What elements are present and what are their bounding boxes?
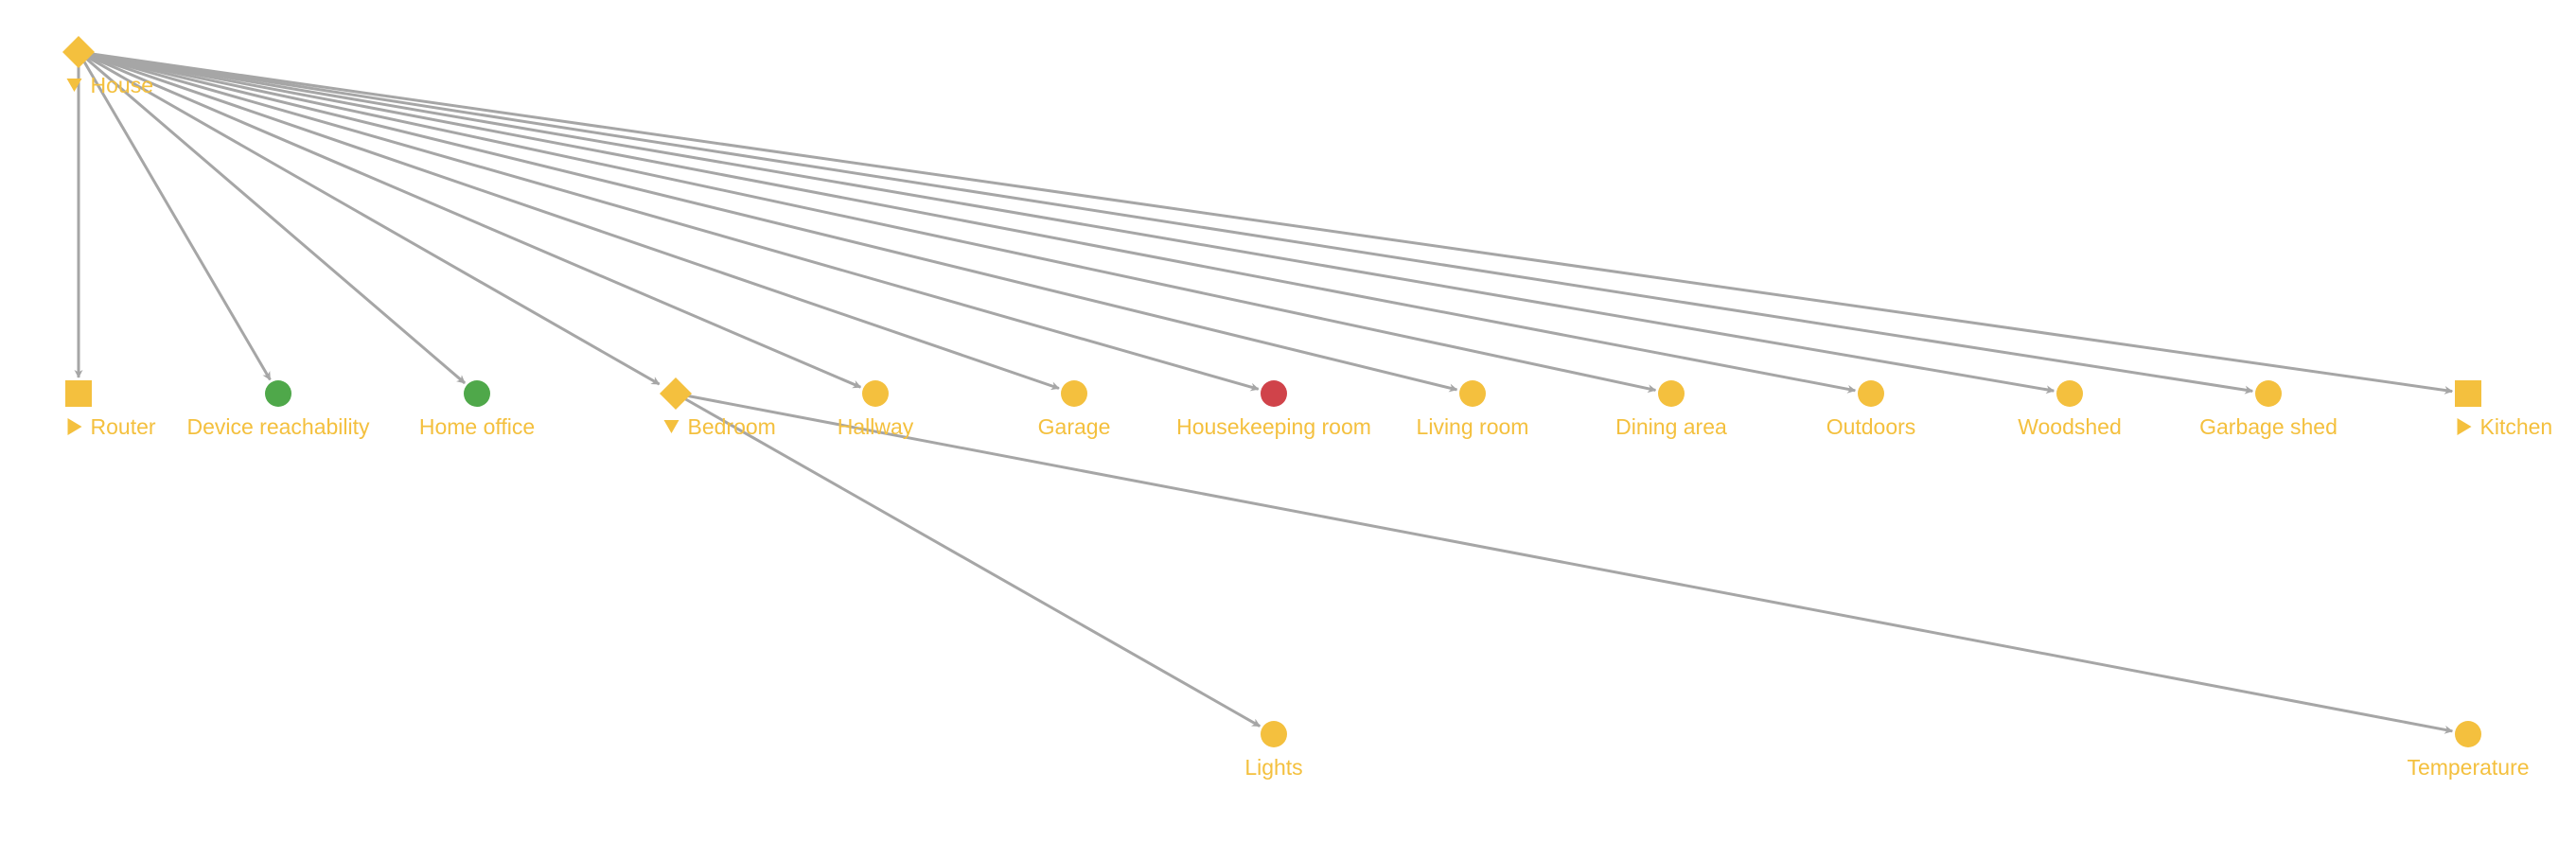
node-living-room[interactable]: Living room: [1417, 380, 1529, 439]
edge-bedroom-to-lights: [675, 392, 1262, 728]
edge-house-to-hallway: [78, 50, 862, 389]
expand-triangle-down-icon[interactable]: [66, 79, 82, 92]
status-circle-icon[interactable]: [1261, 380, 1287, 407]
status-circle-icon[interactable]: [265, 380, 291, 407]
edge-house-to-living-room: [78, 50, 1458, 393]
host-square-icon[interactable]: [2455, 380, 2481, 407]
host-square-icon[interactable]: [65, 380, 92, 407]
node-label: Temperature: [2407, 755, 2529, 780]
expand-triangle-right-icon[interactable]: [2457, 418, 2472, 435]
status-circle-icon[interactable]: [862, 380, 889, 407]
status-circle-icon[interactable]: [2455, 721, 2481, 747]
node-dining-area[interactable]: Dining area: [1615, 380, 1727, 439]
node-label: Device reachability: [186, 414, 370, 439]
node-house[interactable]: House: [62, 36, 153, 97]
status-circle-icon[interactable]: [1061, 380, 1087, 407]
edge-house-to-kitchen: [78, 50, 2454, 395]
edge-bedroom-to-temperature: [675, 392, 2454, 734]
node-label: Lights: [1244, 755, 1302, 780]
node-hallway[interactable]: Hallway: [838, 380, 914, 439]
node-label: Kitchen: [2480, 414, 2553, 439]
node-device-reachability[interactable]: Device reachability: [186, 380, 370, 439]
edge-house-to-device-reachability: [77, 51, 272, 381]
node-label: Hallway: [838, 414, 914, 439]
edge-house-to-garbage-shed: [78, 50, 2254, 395]
node-bedroom[interactable]: Bedroom: [660, 377, 776, 439]
node-outdoors[interactable]: Outdoors: [1826, 380, 1916, 439]
node-woodshed[interactable]: Woodshed: [2018, 380, 2122, 439]
node-label: Garage: [1038, 414, 1111, 439]
status-circle-icon[interactable]: [464, 380, 490, 407]
group-diamond-icon[interactable]: [660, 377, 692, 410]
node-label: Housekeeping room: [1176, 414, 1371, 439]
node-garage[interactable]: Garage: [1038, 380, 1111, 439]
node-home-office[interactable]: Home office: [419, 380, 535, 439]
edge-house-to-dining-area: [78, 50, 1657, 394]
node-housekeeping-room[interactable]: Housekeeping room: [1176, 380, 1371, 439]
node-garbage-shed[interactable]: Garbage shed: [2199, 380, 2338, 439]
node-label: House: [91, 73, 153, 97]
status-circle-icon[interactable]: [2056, 380, 2083, 407]
edge-house-to-home-office: [78, 50, 467, 385]
status-circle-icon[interactable]: [1658, 380, 1685, 407]
status-circle-icon[interactable]: [1459, 380, 1486, 407]
edges-layer: [74, 50, 2454, 734]
node-lights[interactable]: Lights: [1244, 721, 1303, 780]
node-router[interactable]: Router: [65, 380, 156, 439]
edge-house-to-garage: [78, 50, 1060, 391]
node-label: Living room: [1417, 414, 1529, 439]
node-label: Router: [91, 414, 156, 439]
status-circle-icon[interactable]: [2255, 380, 2282, 407]
node-label: Dining area: [1615, 414, 1727, 439]
node-label: Woodshed: [2018, 414, 2122, 439]
status-circle-icon[interactable]: [1261, 721, 1287, 747]
edge-house-to-bedroom: [78, 50, 661, 386]
group-diamond-icon[interactable]: [62, 36, 95, 68]
edge-house-to-housekeeping-room: [78, 50, 1260, 392]
edge-house-to-woodshed: [78, 50, 2056, 395]
node-label: Home office: [419, 414, 535, 439]
nodes-layer: House Router Device reachability Home offic…: [62, 36, 2552, 780]
node-label: Bedroom: [688, 414, 776, 439]
expand-triangle-right-icon[interactable]: [67, 418, 82, 435]
edge-house-to-outdoors: [78, 50, 1857, 394]
status-circle-icon[interactable]: [1858, 380, 1884, 407]
expand-triangle-down-icon[interactable]: [663, 420, 679, 433]
node-label: Outdoors: [1826, 414, 1916, 439]
node-label: Garbage shed: [2199, 414, 2338, 439]
node-temperature[interactable]: Temperature: [2407, 721, 2530, 780]
node-kitchen[interactable]: Kitchen: [2455, 380, 2552, 439]
